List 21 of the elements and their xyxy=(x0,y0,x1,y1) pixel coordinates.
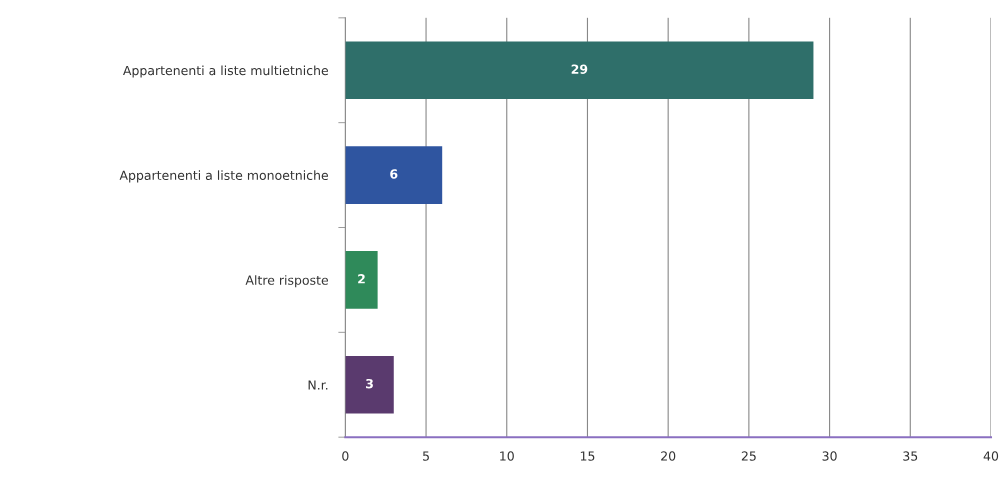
x-tick-label: 0 xyxy=(342,451,349,461)
x-tick-label: 5 xyxy=(423,451,429,461)
x-tick-label: 40 xyxy=(983,451,999,461)
x-tick-label: 30 xyxy=(822,451,837,461)
data-label: 3 xyxy=(366,378,373,389)
x-tick-label: 15 xyxy=(580,451,595,461)
bar xyxy=(345,146,443,204)
x-tick-label: 10 xyxy=(500,451,514,461)
y-tick-label: N.r. xyxy=(308,380,328,390)
data-label: 2 xyxy=(358,274,365,284)
bar xyxy=(345,41,814,100)
x-tick-label: 35 xyxy=(903,451,918,461)
y-tick-label: Altre risposte xyxy=(245,275,329,288)
data-label: 6 xyxy=(390,169,398,179)
bar xyxy=(345,251,378,309)
x-tick-label: 20 xyxy=(661,451,676,461)
y-tick-label: Appartenenti a liste monoetniche xyxy=(119,170,329,183)
y-tick-label: Appartenenti a liste multietniche xyxy=(123,65,329,78)
x-tick-label: 25 xyxy=(741,451,756,461)
bar xyxy=(345,355,394,414)
data-label: 29 xyxy=(571,64,588,74)
